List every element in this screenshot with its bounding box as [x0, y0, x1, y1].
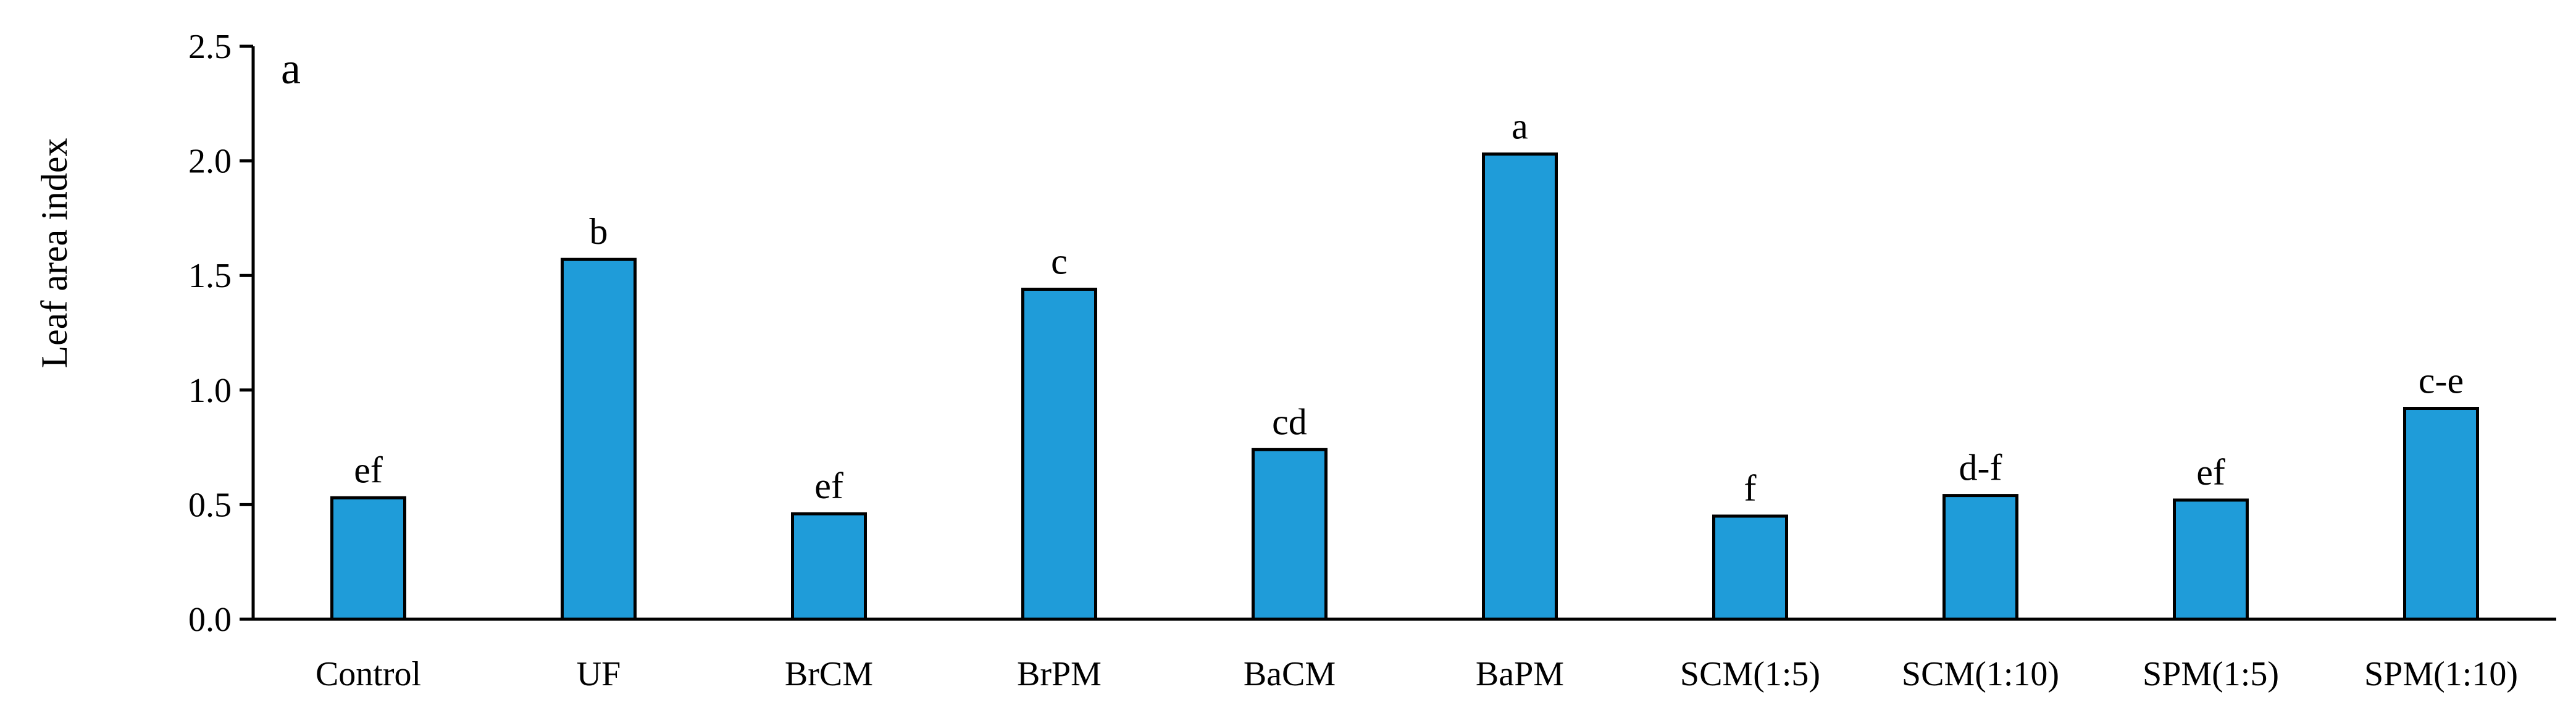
- x-tick-label: SCM(1:5): [1680, 655, 1820, 693]
- bar: [2403, 407, 2479, 621]
- bar: [1482, 152, 1558, 621]
- x-tick-label: BaCM: [1244, 655, 1336, 693]
- significance-letter: c-e: [2419, 361, 2464, 401]
- bar: [561, 257, 637, 621]
- bar: [2173, 498, 2249, 621]
- x-tick-label: BrCM: [785, 655, 873, 693]
- y-tick-label: 2.0: [188, 143, 232, 181]
- x-tick-label: Control: [316, 655, 421, 693]
- x-tick-label: SPM(1:10): [2364, 655, 2518, 693]
- y-tick-label: 0.0: [188, 601, 232, 639]
- bar: [1252, 448, 1328, 621]
- y-tick-label: 0.5: [188, 486, 232, 524]
- y-axis-title: Leaf area index: [34, 138, 75, 368]
- significance-letter: b: [590, 211, 608, 252]
- significance-letter: a: [1512, 106, 1528, 147]
- significance-letter: cd: [1272, 401, 1307, 442]
- bar: [1942, 494, 2018, 621]
- x-tick-label: BrPM: [1017, 655, 1102, 693]
- x-tick-label: SPM(1:5): [2143, 655, 2279, 693]
- significance-letter: d-f: [1959, 448, 2002, 488]
- y-tick-label: 1.5: [188, 257, 232, 295]
- bar: [791, 512, 867, 621]
- y-tick-label: 2.5: [188, 28, 232, 66]
- x-tick-label: SCM(1:10): [1902, 655, 2059, 693]
- bar: [1712, 514, 1788, 621]
- bar: [330, 496, 406, 621]
- y-tick-label: 1.0: [188, 372, 232, 410]
- significance-letter: ef: [814, 465, 843, 506]
- significance-letter: f: [1744, 468, 1757, 509]
- x-tick-label: UF: [577, 655, 621, 693]
- bar: [1021, 288, 1097, 621]
- axes-layer: [240, 44, 2556, 621]
- bars-layer: [330, 152, 2479, 621]
- x-tick-label: BaPM: [1476, 655, 1564, 693]
- significance-letter: c: [1051, 241, 1068, 282]
- significance-letter: ef: [2196, 452, 2225, 493]
- significance-letter: ef: [354, 449, 383, 490]
- text-layer: a Leaf area index Control ef UF b BrCM ef BrPM…: [34, 28, 2518, 693]
- panel-label: a: [281, 44, 301, 93]
